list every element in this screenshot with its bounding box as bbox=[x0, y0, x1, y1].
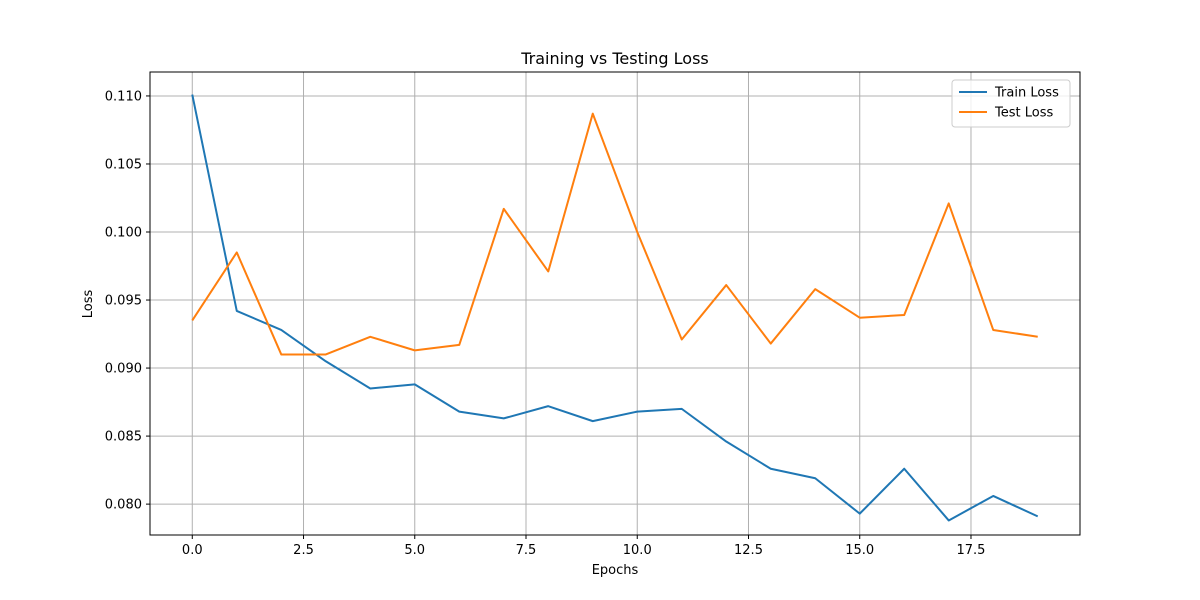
y-tick-label: 0.095 bbox=[105, 294, 142, 309]
plot-area-frame bbox=[149, 71, 1081, 536]
y-tick-label: 0.105 bbox=[105, 157, 142, 172]
legend-label-test-loss: Test Loss bbox=[994, 106, 1053, 121]
axis-ticks: 0.0 2.5 5.0 7.5 10.0 12.5 15.0 17.5 0.080 0.085 0.… bbox=[105, 89, 986, 558]
x-tick-label: 15.0 bbox=[845, 543, 874, 558]
x-tick-label: 7.5 bbox=[516, 543, 537, 558]
train-loss-line bbox=[191, 94, 1039, 522]
legend-label-train-loss: Train Loss bbox=[994, 86, 1059, 101]
legend: Train Loss Test Loss bbox=[951, 79, 1071, 128]
chart-title: Training vs Testing Loss bbox=[520, 49, 709, 68]
x-tick-label: 10.0 bbox=[623, 543, 652, 558]
y-tick-label: 0.100 bbox=[105, 226, 142, 241]
y-axis-label: Loss bbox=[81, 290, 96, 319]
x-tick-label: 12.5 bbox=[734, 543, 763, 558]
grid bbox=[150, 72, 1080, 535]
y-tick-label: 0.085 bbox=[105, 430, 142, 445]
x-tick-label: 17.5 bbox=[957, 543, 986, 558]
series-lines bbox=[191, 94, 1039, 522]
x-tick-label: 0.0 bbox=[182, 543, 203, 558]
y-tick-label: 0.080 bbox=[105, 498, 142, 513]
x-tick-label: 2.5 bbox=[293, 543, 314, 558]
x-tick-label: 5.0 bbox=[404, 543, 425, 558]
test-loss-line bbox=[191, 112, 1038, 356]
y-tick-label: 0.110 bbox=[105, 89, 142, 104]
y-tick-label: 0.090 bbox=[105, 362, 142, 377]
x-axis-label: Epochs bbox=[592, 563, 639, 578]
